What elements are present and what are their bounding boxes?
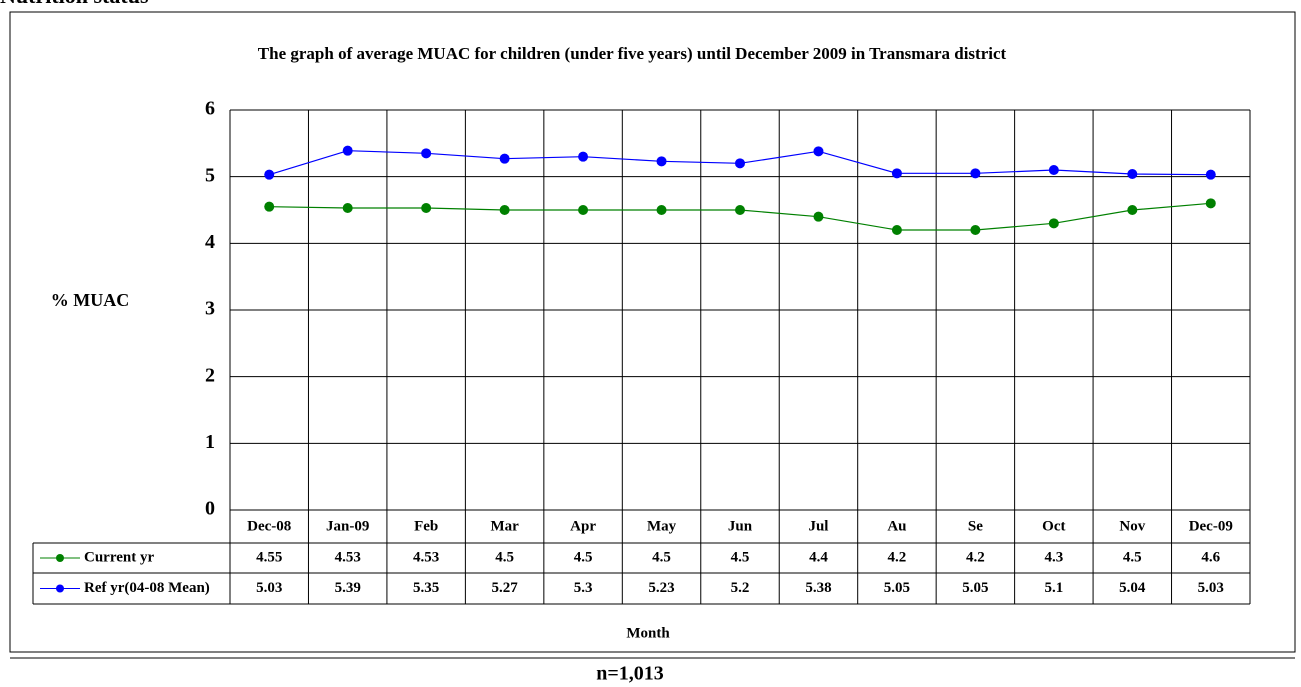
marker	[970, 168, 981, 179]
y-tick-label: 2	[205, 364, 215, 386]
legend-label: Ref yr(04-08 Mean)	[84, 580, 210, 596]
x-tick-label: Apr	[570, 518, 596, 534]
table-value: 5.23	[648, 580, 674, 596]
marker	[1127, 205, 1138, 215]
legend-label: Current yr	[84, 549, 154, 565]
table-value: 4.6	[1201, 549, 1220, 565]
marker	[1048, 165, 1059, 175]
table-value: 5.05	[962, 580, 988, 596]
table-value: 5.1	[1044, 580, 1063, 596]
table-value: 5.2	[731, 580, 750, 596]
marker	[421, 148, 432, 159]
x-tick-label: May	[647, 518, 677, 534]
marker	[1127, 169, 1138, 179]
table-value: 4.53	[335, 549, 361, 565]
table-value: 5.03	[1198, 580, 1224, 596]
marker	[499, 153, 510, 164]
marker	[421, 203, 432, 213]
table-value: 5.03	[256, 580, 282, 596]
marker	[656, 156, 667, 167]
marker	[813, 211, 824, 222]
table-value: 5.04	[1119, 580, 1146, 596]
legend-marker	[56, 584, 64, 593]
table-value: 4.5	[731, 549, 750, 565]
y-tick-label: 1	[205, 431, 215, 453]
table-value: 5.38	[805, 580, 831, 596]
table-value: 4.2	[888, 549, 907, 565]
marker	[1205, 169, 1216, 180]
x-tick-label: Au	[887, 518, 906, 534]
table-value: 4.3	[1044, 549, 1063, 565]
x-tick-label: Oct	[1042, 518, 1065, 534]
marker	[735, 205, 745, 215]
x-axis-label: Month	[626, 625, 670, 641]
marker	[264, 169, 275, 180]
y-tick-label: 4	[205, 231, 215, 253]
table-value: 5.39	[335, 580, 361, 596]
marker	[656, 205, 667, 215]
table-value: 4.2	[966, 549, 985, 565]
y-tick-label: 5	[205, 164, 215, 186]
marker	[1205, 198, 1216, 209]
table-value: 4.5	[495, 549, 514, 565]
marker	[342, 203, 353, 213]
marker	[735, 158, 745, 169]
x-tick-label: Jan-09	[326, 518, 369, 534]
marker	[813, 146, 824, 157]
x-tick-label: Nov	[1119, 518, 1145, 534]
x-tick-label: Feb	[414, 518, 438, 534]
x-tick-label: Mar	[490, 518, 519, 534]
x-tick-label: Jun	[728, 518, 753, 534]
marker	[264, 201, 275, 212]
marker	[970, 225, 981, 235]
marker	[578, 151, 589, 162]
y-tick-label: 3	[205, 298, 215, 320]
marker	[891, 168, 902, 179]
y-tick-label: 6	[205, 98, 215, 120]
table-value: 5.27	[491, 580, 518, 596]
x-tick-label: Dec-08	[247, 518, 291, 534]
table-value: 5.05	[884, 580, 910, 596]
table-value: 4.5	[652, 549, 671, 565]
table-value: 4.4	[809, 549, 828, 565]
marker	[342, 145, 353, 156]
marker	[499, 205, 510, 215]
x-tick-label: Se	[968, 518, 983, 534]
marker	[1048, 218, 1059, 229]
table-value: 5.3	[574, 580, 593, 596]
table-value: 4.5	[1123, 549, 1142, 565]
y-axis-label: % MUAC	[51, 290, 130, 310]
page-header: Nutrition status	[0, 0, 149, 8]
table-value: 5.35	[413, 580, 439, 596]
x-tick-label: Jul	[808, 518, 828, 534]
table-value: 4.55	[256, 549, 282, 565]
marker	[578, 205, 589, 215]
note: n=1,013	[596, 663, 664, 685]
legend-marker	[56, 554, 64, 562]
table-value: 4.53	[413, 549, 439, 565]
y-tick-label: 0	[205, 498, 215, 520]
table-value: 4.5	[574, 549, 593, 565]
marker	[891, 225, 902, 235]
chart-title: The graph of average MUAC for children (…	[258, 44, 1007, 63]
x-tick-label: Dec-09	[1189, 518, 1233, 534]
chart-frame	[9, 11, 1296, 653]
